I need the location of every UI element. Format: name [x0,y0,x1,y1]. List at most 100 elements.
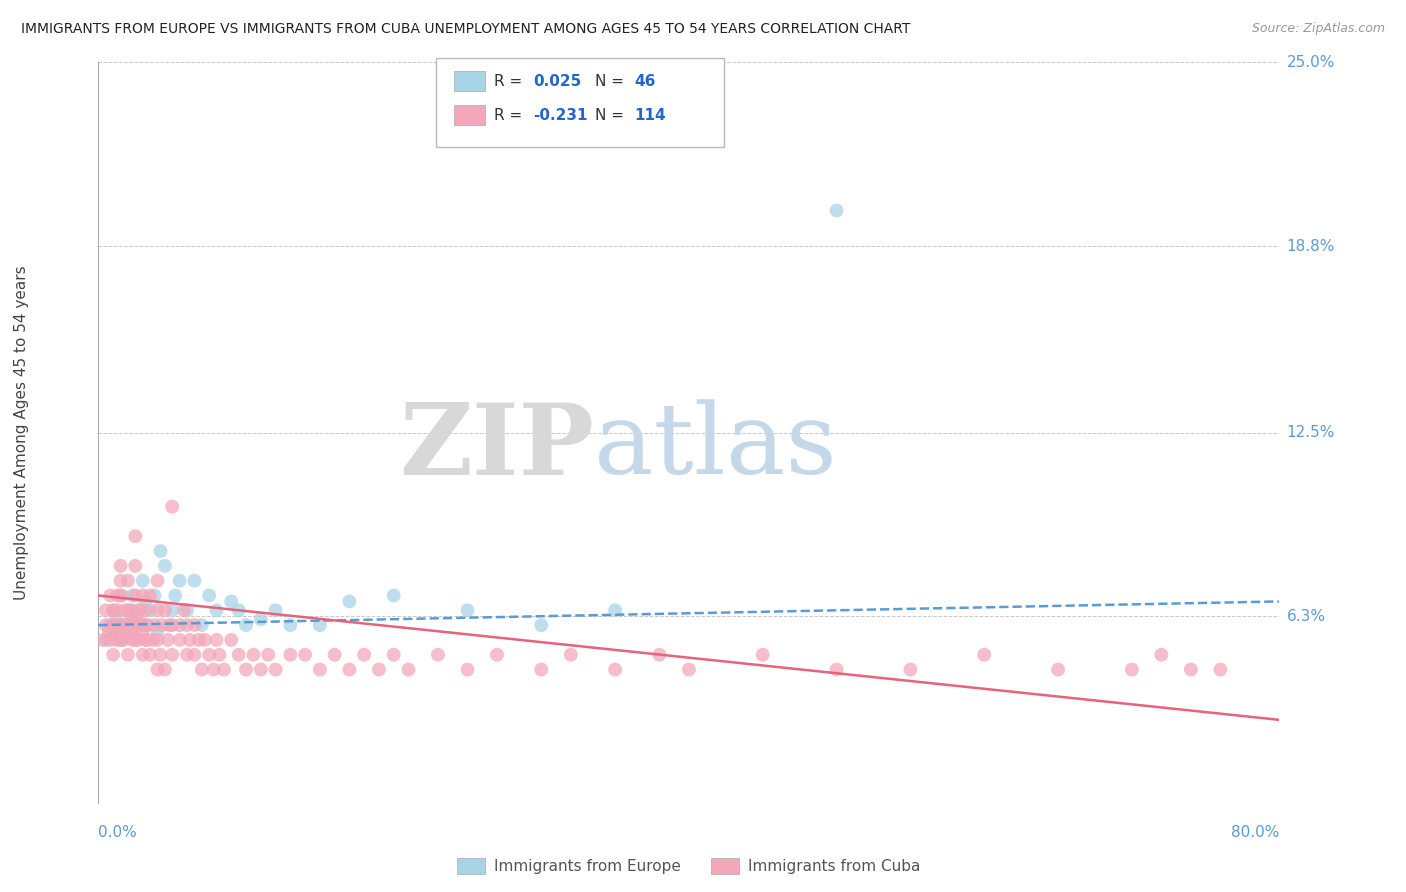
Text: 12.5%: 12.5% [1286,425,1334,440]
Point [111,589,134,603]
Point [183,648,205,662]
Point [264,603,287,617]
Point [105,618,128,632]
Text: 25.0%: 25.0% [1286,55,1334,70]
Point [191,663,214,677]
Point [162,603,183,617]
Point [228,648,250,662]
Text: IMMIGRANTS FROM EUROPE VS IMMIGRANTS FROM CUBA UNEMPLOYMENT AMONG AGES 45 TO 54 : IMMIGRANTS FROM EUROPE VS IMMIGRANTS FRO… [21,22,911,37]
Point [1046,663,1069,677]
Point [124,529,146,543]
Point [396,663,419,677]
Point [103,624,125,638]
Point [124,558,146,573]
Point [194,632,217,647]
Text: R =: R = [494,74,527,88]
Point [105,612,128,626]
Point [146,603,169,617]
Point [183,618,205,632]
Point [103,618,125,632]
Point [530,663,553,677]
Point [136,618,159,632]
Point [235,663,257,677]
Point [110,632,132,647]
Point [107,624,129,638]
Point [309,663,332,677]
Point [117,603,139,617]
Point [560,648,582,662]
Point [382,648,405,662]
Point [114,624,136,638]
Point [202,663,225,677]
Point [94,632,117,647]
Point [94,603,117,617]
Point [648,648,671,662]
Point [278,648,302,662]
Point [235,618,257,632]
Point [605,663,627,677]
Point [751,648,773,662]
Point [353,648,375,662]
Point [124,612,146,626]
Point [191,618,214,632]
Point [136,632,159,647]
Text: 6.3%: 6.3% [1286,608,1326,624]
Point [132,589,155,603]
Point [117,648,139,662]
Text: 0.0%: 0.0% [98,825,138,840]
Point [205,632,228,647]
Point [162,500,183,514]
Point [278,618,302,632]
Point [149,544,172,558]
Point [132,648,155,662]
Point [98,589,121,603]
Point [114,603,136,617]
Point [127,603,149,617]
Point [219,632,242,647]
Point [368,663,391,677]
Text: N =: N = [595,74,628,88]
Point [228,603,250,617]
Point [219,594,242,608]
Point [825,663,848,677]
Point [114,618,136,632]
Point [105,632,128,647]
Point [1209,663,1232,677]
Point [91,632,114,647]
Point [264,663,287,677]
Point [165,589,187,603]
Text: -0.231: -0.231 [533,108,588,122]
Point [337,594,360,608]
Point [153,558,176,573]
Point [103,624,125,638]
Point [250,612,273,626]
Point [382,589,405,603]
Point [110,632,132,647]
Point [139,589,162,603]
Point [132,618,155,632]
Point [98,618,121,632]
Point [114,624,136,638]
Point [120,624,142,638]
Point [124,624,146,638]
Point [309,618,332,632]
Point [110,558,132,573]
Point [111,624,134,638]
Point [605,603,627,617]
Point [1121,663,1143,677]
Point [427,648,450,662]
Point [117,618,139,632]
Point [135,594,157,608]
Point [973,648,995,662]
Point [146,632,169,647]
Point [112,632,135,647]
Point [150,618,173,632]
Point [530,618,553,632]
Point [121,589,143,603]
Point [456,603,478,617]
Point [103,648,125,662]
Text: 0.025: 0.025 [533,74,581,88]
Text: ZIP: ZIP [399,399,595,496]
Point [257,648,280,662]
Point [94,618,117,632]
